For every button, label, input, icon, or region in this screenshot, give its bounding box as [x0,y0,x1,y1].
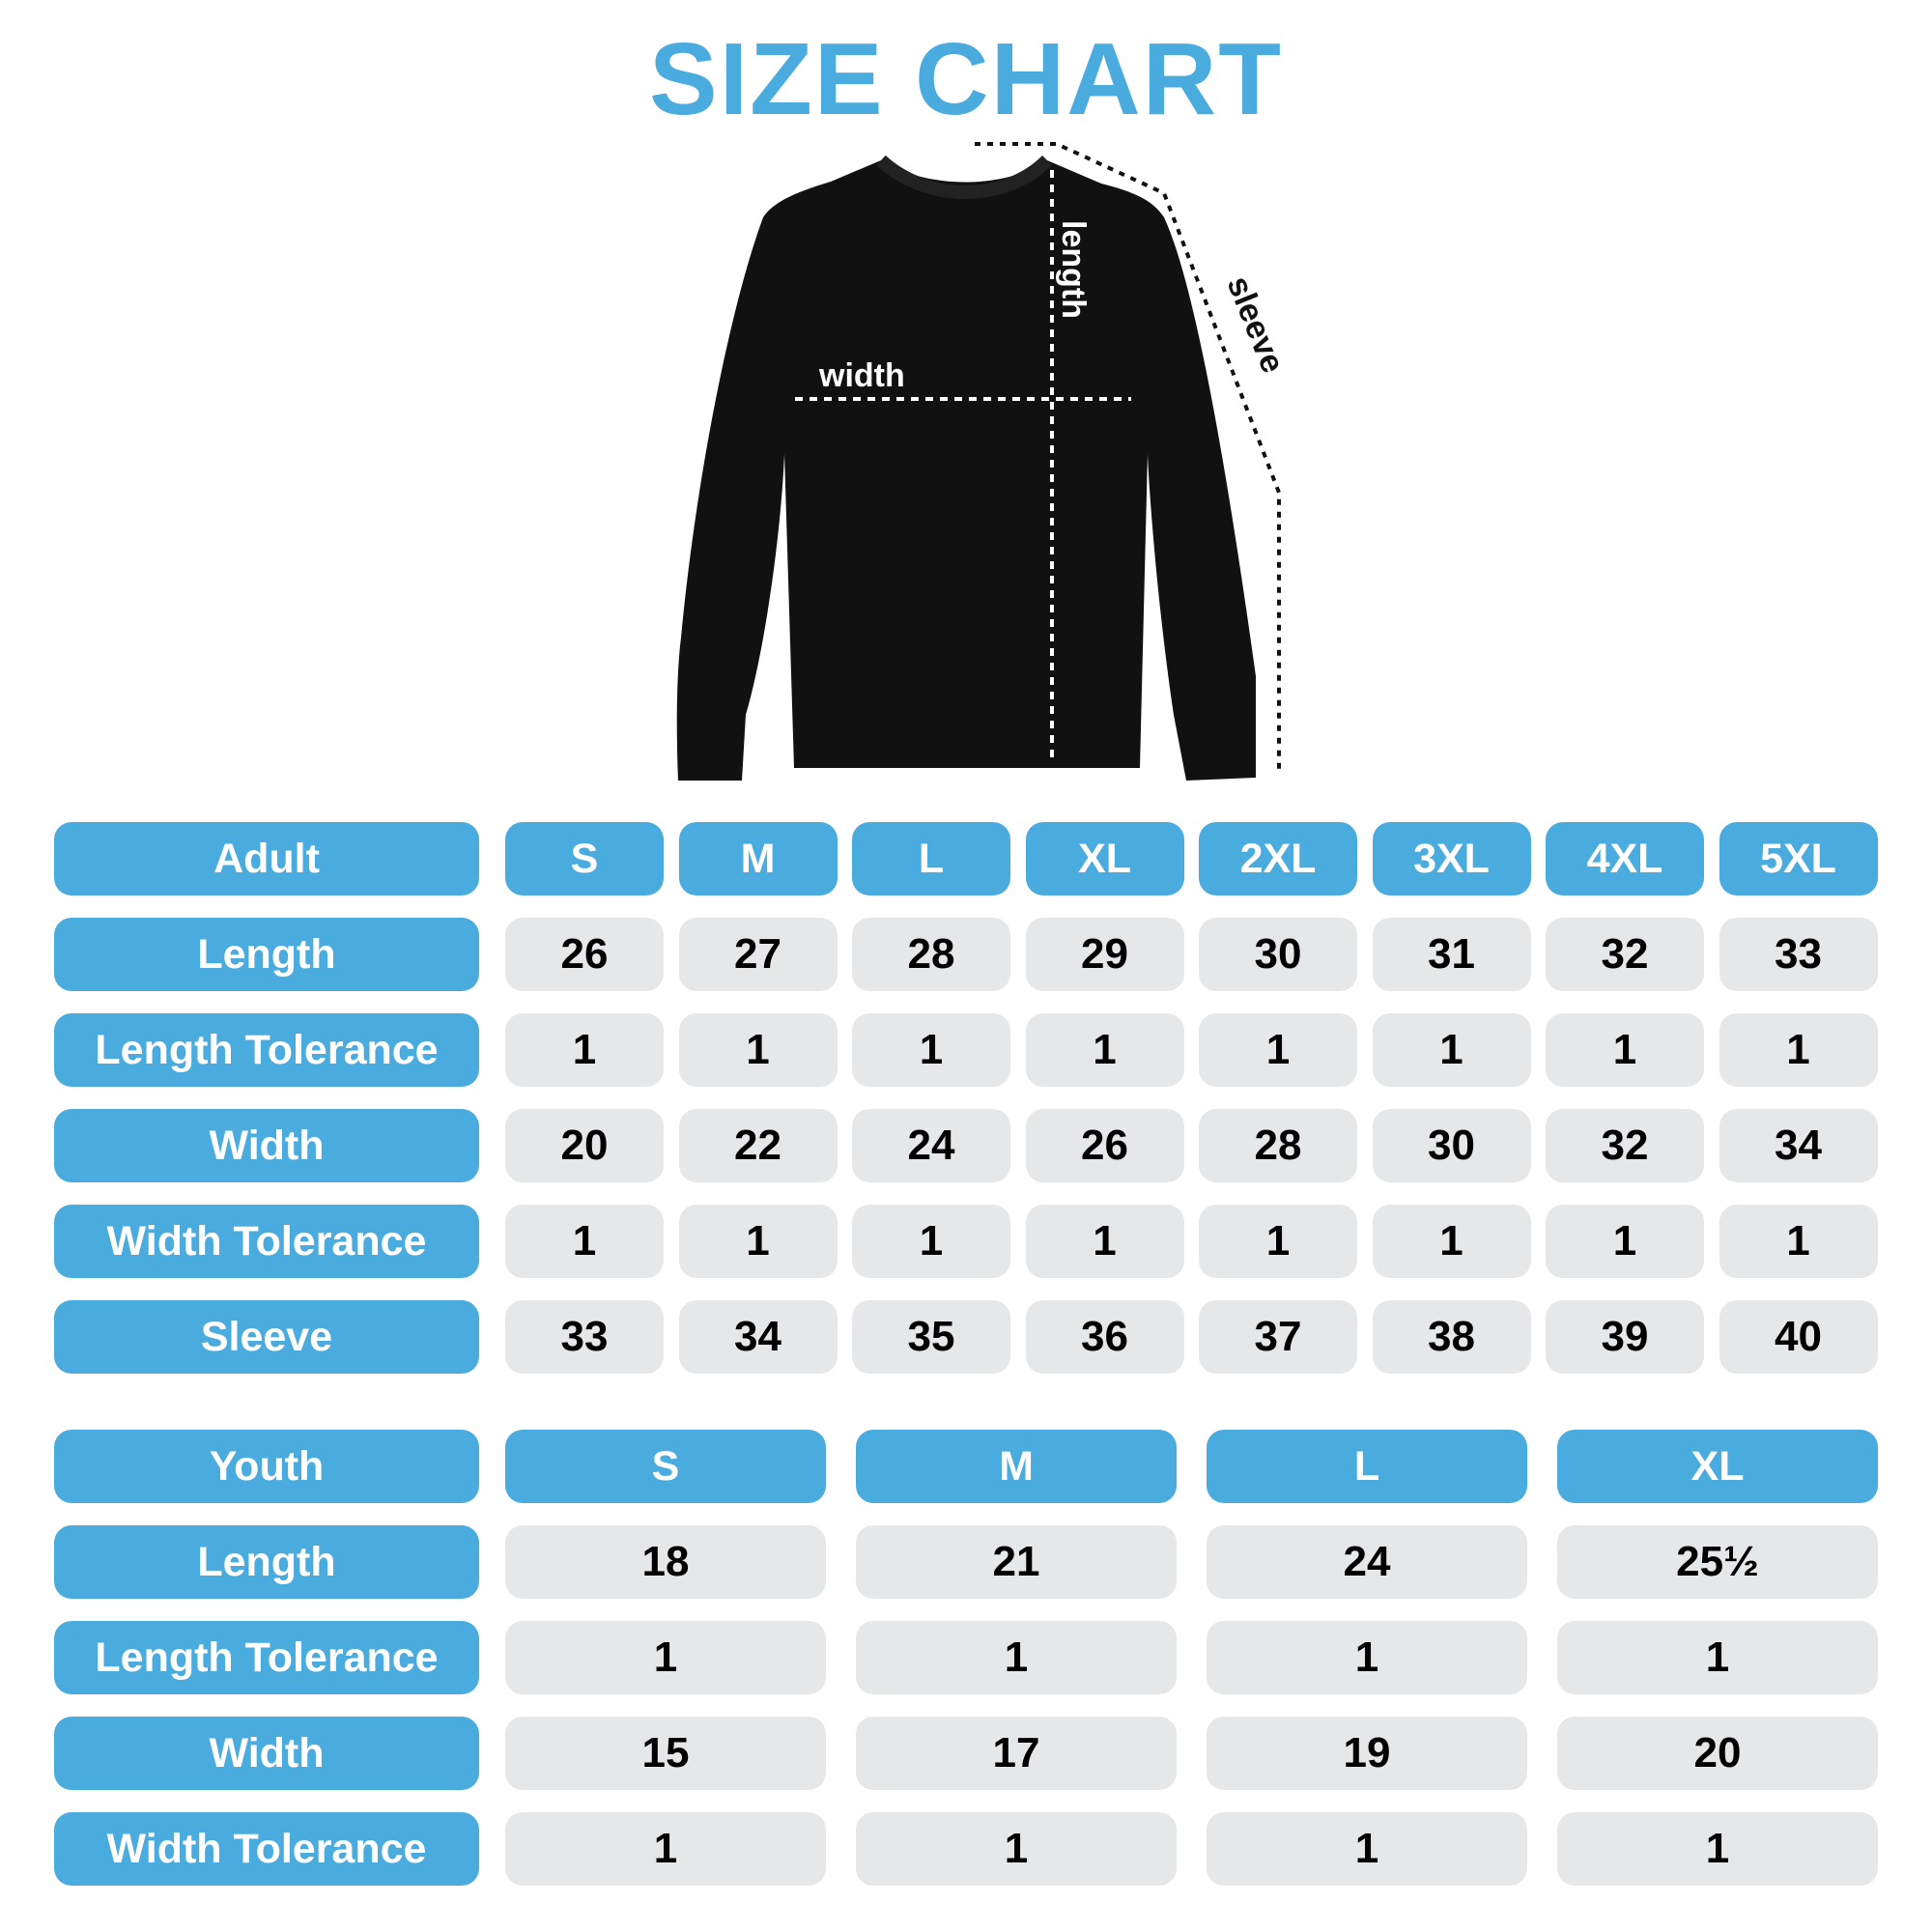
adult-size-xl: XL [1025,822,1184,895]
youth-cell: 1 [856,1812,1177,1886]
adult-size-4xl: 4XL [1546,822,1704,895]
youth-row-label: Width Tolerance [54,1812,479,1886]
youth-row-label: Width [54,1717,479,1790]
youth-cell: 18 [505,1525,826,1599]
adult-cell: 35 [852,1300,1010,1374]
youth-cell: 1 [1557,1621,1878,1694]
youth-cell: 1 [1557,1812,1878,1886]
length-label: length [1055,220,1092,319]
adult-cell: 34 [1719,1109,1878,1182]
youth-size-l: L [1207,1430,1527,1503]
youth-cell: 21 [856,1525,1177,1599]
youth-cell: 19 [1207,1717,1527,1790]
adult-cell: 1 [1025,1205,1184,1278]
adult-cell: 39 [1546,1300,1704,1374]
adult-row-label: Length [54,918,479,991]
adult-cell: 37 [1199,1300,1357,1374]
youth-header-label: Youth [54,1430,479,1503]
youth-cell: 24 [1207,1525,1527,1599]
adult-cell: 26 [505,918,664,991]
adult-size-3xl: 3XL [1372,822,1531,895]
adult-cell: 28 [1199,1109,1357,1182]
adult-size-l: L [852,822,1010,895]
adult-cell: 1 [1546,1013,1704,1087]
adult-cell: 36 [1025,1300,1184,1374]
adult-cell: 1 [505,1013,664,1087]
adult-cell: 33 [1719,918,1878,991]
sweatshirt-image [676,160,1256,781]
width-label: width [818,357,905,394]
adult-cell: 1 [1546,1205,1704,1278]
youth-cell: 1 [505,1812,826,1886]
youth-cell: 1 [1207,1812,1527,1886]
adult-cell: 32 [1546,1109,1704,1182]
adult-row-label: Width [54,1109,479,1182]
adult-size-5xl: 5XL [1719,822,1878,895]
adult-cell: 1 [852,1205,1010,1278]
youth-row-label: Length Tolerance [54,1621,479,1694]
adult-cell: 33 [505,1300,664,1374]
adult-header-label: Adult [54,822,479,895]
adult-cell: 28 [852,918,1010,991]
youth-row-label: Length [54,1525,479,1599]
adult-size-m: M [678,822,838,895]
adult-cell: 1 [1719,1205,1878,1278]
youth-cell: 17 [856,1717,1177,1790]
adult-cell: 30 [1199,918,1357,991]
adult-cell: 34 [678,1300,838,1374]
sleeve-measure-line [975,142,1281,770]
collar [876,155,1052,199]
youth-cell: 20 [1557,1717,1878,1790]
adult-cell: 1 [1025,1013,1184,1087]
adult-cell: 32 [1546,918,1704,991]
adult-size-2xl: 2XL [1199,822,1357,895]
adult-cell: 38 [1372,1300,1531,1374]
adult-cell: 20 [505,1109,664,1182]
adult-cell: 29 [1025,918,1184,991]
adult-cell: 1 [1199,1205,1357,1278]
adult-cell: 31 [1372,918,1531,991]
adult-cell: 40 [1719,1300,1878,1374]
youth-cell: 1 [856,1621,1177,1694]
adult-cell: 1 [1372,1013,1531,1087]
adult-cell: 26 [1025,1109,1184,1182]
adult-row-label: Sleeve [54,1300,479,1374]
adult-size-s: S [505,822,664,895]
adult-cell: 1 [505,1205,664,1278]
adult-cell: 24 [852,1109,1010,1182]
adult-row-label: Length Tolerance [54,1013,479,1087]
youth-cell: 1 [505,1621,826,1694]
adult-cell: 1 [678,1205,838,1278]
youth-size-s: S [505,1430,826,1503]
adult-cell: 30 [1372,1109,1531,1182]
adult-cell: 1 [1719,1013,1878,1087]
youth-size-m: M [856,1430,1177,1503]
adult-row-label: Width Tolerance [54,1205,479,1278]
adult-cell: 1 [852,1013,1010,1087]
adult-cell: 22 [678,1109,838,1182]
adult-cell: 27 [678,918,838,991]
page-title: SIZE CHART [649,22,1283,136]
adult-cell: 1 [1199,1013,1357,1087]
youth-cell: 1 [1207,1621,1527,1694]
adult-cell: 1 [1372,1205,1531,1278]
sweatshirt-diagram: width length sleeve [676,142,1292,781]
adult-cell: 1 [678,1013,838,1087]
youth-cell: 25½ [1557,1525,1878,1599]
youth-size-xl: XL [1557,1430,1878,1503]
youth-cell: 15 [505,1717,826,1790]
